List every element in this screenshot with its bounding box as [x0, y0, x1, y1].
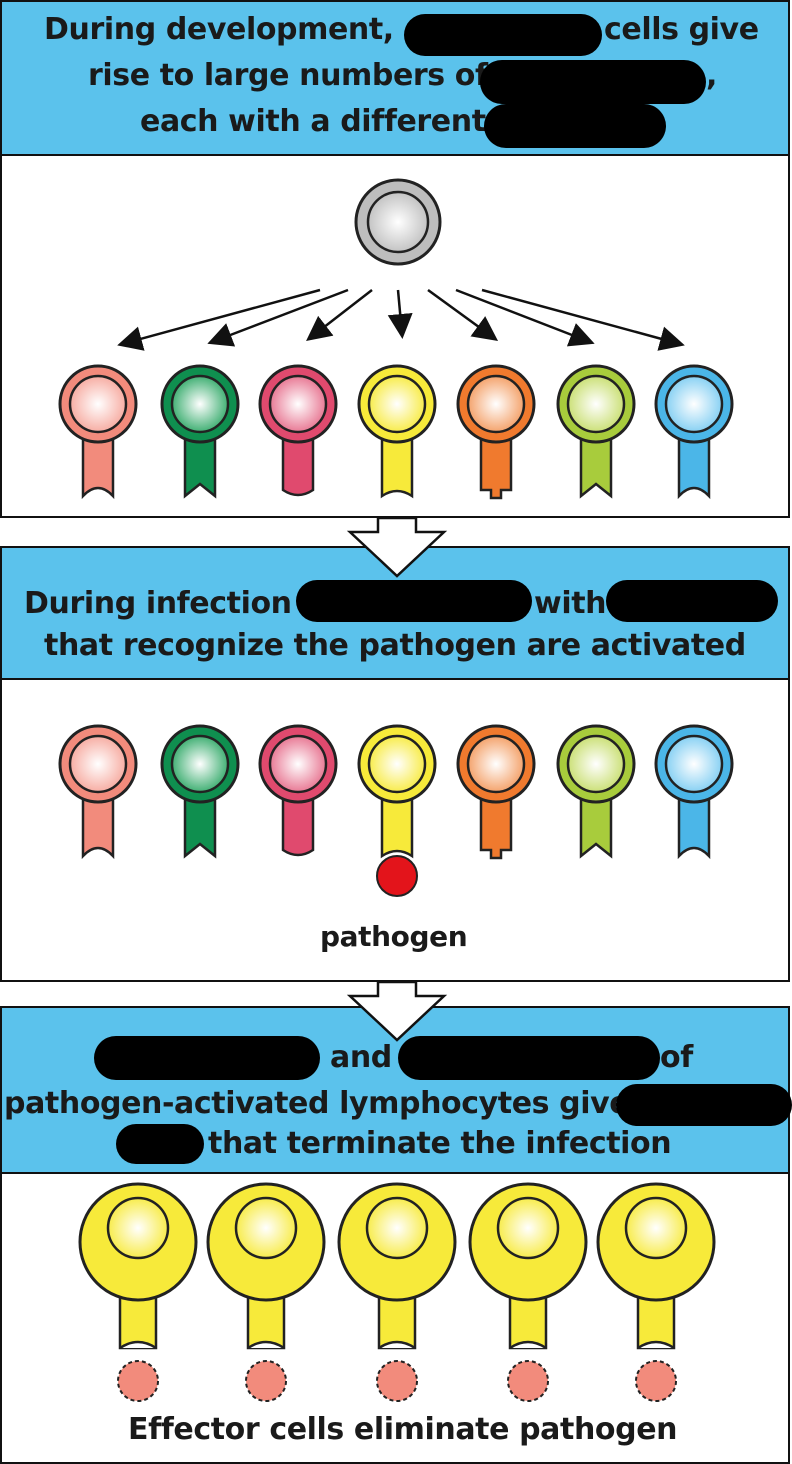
lymphocyte-lime-nucleus: [566, 374, 626, 434]
footer-caption: Effector cells eliminate pathogen: [128, 1412, 678, 1447]
lymphocyte-lime-nucleus: [566, 734, 626, 794]
effector-cell-nucleus: [234, 1196, 298, 1260]
differentiation-arrow: [427, 288, 499, 341]
effector-cell-nucleus: [106, 1196, 170, 1260]
effector-cell-nucleus: [496, 1196, 560, 1260]
differentiation-arrow: [455, 288, 595, 347]
lymphocyte-salmon-nucleus: [68, 374, 128, 434]
stem-cell-nucleus: [366, 190, 430, 254]
redaction-box: [616, 1084, 792, 1126]
effector-receptor-cap: [509, 1340, 547, 1350]
lymphocyte-green-nucleus: [170, 374, 230, 434]
panel1-text-line3a: each with a different: [140, 104, 486, 139]
receptor: [479, 792, 513, 860]
redaction-box: [296, 580, 532, 622]
receptor: [677, 432, 711, 500]
receptor: [677, 792, 711, 860]
lymphocyte-sky-nucleus: [664, 734, 724, 794]
lymphocyte-yellow-nucleus: [367, 374, 427, 434]
redaction-box: [404, 14, 602, 56]
differentiation-arrow: [481, 288, 685, 351]
differentiation-arrow: [306, 289, 373, 342]
redaction-box: [606, 580, 778, 622]
receptor: [281, 432, 315, 497]
receptor: [281, 792, 315, 857]
panel3-text-line3b: that terminate the infection: [208, 1126, 672, 1161]
lymphocyte-orange-nucleus: [466, 734, 526, 794]
panel1-text-line2b: ,: [706, 58, 717, 93]
panel3-text-line2a: pathogen-activated lymphocytes give: [4, 1086, 630, 1121]
differentiation-arrow: [117, 288, 321, 351]
panel3-text-line1c: of: [660, 1040, 693, 1075]
receptor: [479, 432, 513, 500]
redaction-box: [398, 1036, 660, 1080]
receptor: [380, 792, 414, 859]
effector-cell-nucleus: [624, 1196, 688, 1260]
eliminated-pathogen: [117, 1360, 159, 1402]
lymphocyte-salmon-nucleus: [68, 734, 128, 794]
eliminated-pathogen: [507, 1360, 549, 1402]
lymphocyte-crimson-nucleus: [268, 374, 328, 434]
receptor: [81, 432, 115, 500]
effector-receptor-cap: [637, 1340, 675, 1350]
panel2-text-line1b: with: [534, 586, 607, 621]
pathogen-label: pathogen: [320, 920, 468, 953]
differentiation-arrow: [207, 288, 349, 347]
differentiation-arrow: [387, 289, 413, 339]
effector-cell-nucleus: [365, 1196, 429, 1260]
redaction-box: [480, 60, 706, 104]
panel2-text-line1a: During infection: [24, 586, 292, 621]
lymphocyte-sky-nucleus: [664, 374, 724, 434]
redaction-box: [94, 1036, 320, 1080]
lymphocyte-orange-nucleus: [466, 374, 526, 434]
effector-receptor-cap: [378, 1340, 416, 1350]
panel1-text-line2a: rise to large numbers of: [88, 58, 488, 93]
down-arrow: [346, 516, 448, 578]
panel2-text-line2: that recognize the pathogen are activate…: [44, 628, 746, 663]
redaction-box: [116, 1124, 204, 1164]
eliminated-pathogen: [635, 1360, 677, 1402]
redaction-box: [484, 104, 666, 148]
lymphocyte-yellow-nucleus: [367, 734, 427, 794]
receptor: [81, 792, 115, 860]
effector-receptor-cap: [119, 1340, 157, 1350]
panel1-text-line1a: During development,: [44, 12, 394, 47]
panel1-text-line1b: cells give: [604, 12, 759, 47]
eliminated-pathogen: [245, 1360, 287, 1402]
eliminated-pathogen: [376, 1360, 418, 1402]
panel3-text-line1b: and: [330, 1040, 392, 1075]
effector-receptor-cap: [247, 1340, 285, 1350]
down-arrow: [346, 980, 448, 1042]
receptor: [380, 432, 414, 499]
pathogen-particle: [376, 855, 418, 897]
lymphocyte-green-nucleus: [170, 734, 230, 794]
lymphocyte-crimson-nucleus: [268, 734, 328, 794]
